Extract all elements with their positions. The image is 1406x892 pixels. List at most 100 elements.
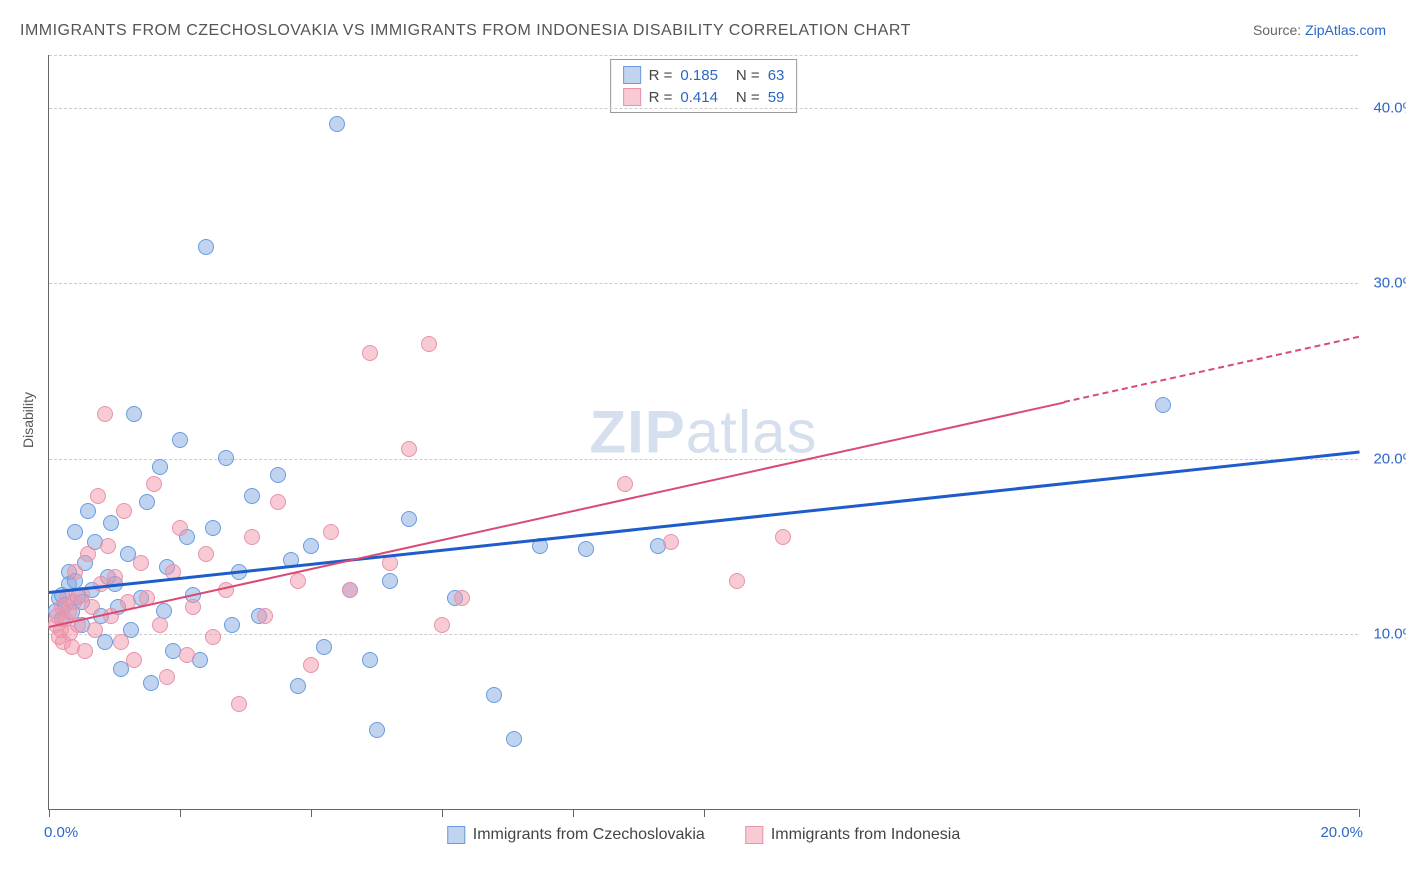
x-tick xyxy=(49,809,50,817)
scatter-marker-indon xyxy=(113,634,129,650)
scatter-marker-indon xyxy=(80,546,96,562)
bottom-legend: Immigrants from Czechoslovakia Immigrant… xyxy=(447,826,960,844)
scatter-marker-indon xyxy=(434,617,450,633)
stat-n-label: N = xyxy=(736,67,760,84)
legend-item-indon: Immigrants from Indonesia xyxy=(745,826,960,844)
scatter-marker-czech xyxy=(329,116,345,132)
legend-item-czech: Immigrants from Czechoslovakia xyxy=(447,826,705,844)
scatter-marker-indon xyxy=(90,488,106,504)
swatch-indon xyxy=(623,88,641,106)
scatter-marker-czech xyxy=(198,239,214,255)
scatter-marker-indon xyxy=(84,599,100,615)
scatter-marker-indon xyxy=(617,476,633,492)
stat-r-czech: 0.185 xyxy=(680,67,718,84)
x-tick-label: 20.0% xyxy=(1320,824,1363,841)
y-tick-label: 30.0% xyxy=(1373,275,1406,292)
scatter-marker-czech xyxy=(401,511,417,527)
scatter-marker-czech xyxy=(290,678,306,694)
watermark-rest: atlas xyxy=(686,399,818,466)
scatter-marker-indon xyxy=(401,441,417,457)
stat-n-indon: 59 xyxy=(768,89,785,106)
scatter-marker-czech xyxy=(143,675,159,691)
swatch-indon xyxy=(745,826,763,844)
gridline xyxy=(49,459,1358,460)
x-tick xyxy=(1359,809,1360,817)
chart-container: IMMIGRANTS FROM CZECHOSLOVAKIA VS IMMIGR… xyxy=(0,0,1406,892)
scatter-marker-indon xyxy=(362,345,378,361)
scatter-marker-czech xyxy=(303,538,319,554)
stat-r-label: R = xyxy=(649,89,673,106)
scatter-marker-indon xyxy=(87,622,103,638)
scatter-marker-czech xyxy=(578,541,594,557)
scatter-marker-indon xyxy=(290,573,306,589)
scatter-marker-czech xyxy=(103,515,119,531)
x-tick-label: 0.0% xyxy=(44,824,78,841)
scatter-marker-indon xyxy=(67,564,83,580)
scatter-marker-czech xyxy=(126,406,142,422)
scatter-marker-czech xyxy=(67,524,83,540)
scatter-marker-indon xyxy=(421,336,437,352)
scatter-marker-indon xyxy=(244,529,260,545)
swatch-czech xyxy=(623,66,641,84)
swatch-czech xyxy=(447,826,465,844)
stats-row-czech: R = 0.185 N = 63 xyxy=(623,64,785,86)
scatter-marker-czech xyxy=(224,617,240,633)
source-prefix: Source: xyxy=(1253,22,1305,38)
y-tick-label: 20.0% xyxy=(1373,450,1406,467)
scatter-marker-indon xyxy=(342,582,358,598)
scatter-marker-czech xyxy=(362,652,378,668)
gridline xyxy=(49,108,1358,109)
scatter-marker-czech xyxy=(506,731,522,747)
scatter-marker-indon xyxy=(146,476,162,492)
scatter-marker-indon xyxy=(205,629,221,645)
scatter-marker-indon xyxy=(454,590,470,606)
legend-label-indon: Immigrants from Indonesia xyxy=(771,826,960,844)
x-tick xyxy=(311,809,312,817)
scatter-marker-indon xyxy=(100,538,116,554)
scatter-marker-czech xyxy=(152,459,168,475)
stats-legend-box: R = 0.185 N = 63 R = 0.414 N = 59 xyxy=(610,59,798,113)
x-tick xyxy=(180,809,181,817)
scatter-marker-indon xyxy=(185,599,201,615)
stats-row-indon: R = 0.414 N = 59 xyxy=(623,86,785,108)
source-link[interactable]: ZipAtlas.com xyxy=(1305,22,1386,38)
scatter-marker-czech xyxy=(139,494,155,510)
scatter-marker-indon xyxy=(172,520,188,536)
stat-n-label: N = xyxy=(736,89,760,106)
y-tick-label: 10.0% xyxy=(1373,626,1406,643)
y-tick-label: 40.0% xyxy=(1373,99,1406,116)
stat-n-czech: 63 xyxy=(768,67,785,84)
scatter-marker-indon xyxy=(257,608,273,624)
watermark: ZIPatlas xyxy=(589,398,817,467)
scatter-marker-indon xyxy=(323,524,339,540)
y-axis-label: Disability xyxy=(20,392,36,448)
scatter-marker-indon xyxy=(775,529,791,545)
scatter-marker-czech xyxy=(244,488,260,504)
gridline xyxy=(49,283,1358,284)
scatter-marker-czech xyxy=(218,450,234,466)
scatter-marker-czech xyxy=(1155,397,1171,413)
scatter-marker-czech xyxy=(369,722,385,738)
scatter-marker-czech xyxy=(270,467,286,483)
stat-r-label: R = xyxy=(649,67,673,84)
watermark-bold: ZIP xyxy=(589,399,685,466)
scatter-marker-indon xyxy=(179,647,195,663)
scatter-marker-indon xyxy=(116,503,132,519)
scatter-marker-indon xyxy=(126,652,142,668)
source-attribution: Source: ZipAtlas.com xyxy=(1253,22,1386,38)
chart-title: IMMIGRANTS FROM CZECHOSLOVAKIA VS IMMIGR… xyxy=(20,22,911,40)
trendline-czech xyxy=(49,450,1359,593)
legend-label-czech: Immigrants from Czechoslovakia xyxy=(473,826,705,844)
scatter-marker-czech xyxy=(316,639,332,655)
scatter-marker-czech xyxy=(172,432,188,448)
scatter-marker-indon xyxy=(152,617,168,633)
gridline xyxy=(49,634,1358,635)
scatter-marker-czech xyxy=(486,687,502,703)
gridline xyxy=(49,55,1358,56)
scatter-marker-indon xyxy=(198,546,214,562)
scatter-marker-indon xyxy=(270,494,286,510)
x-tick xyxy=(573,809,574,817)
scatter-marker-czech xyxy=(80,503,96,519)
scatter-marker-czech xyxy=(205,520,221,536)
scatter-marker-indon xyxy=(159,669,175,685)
